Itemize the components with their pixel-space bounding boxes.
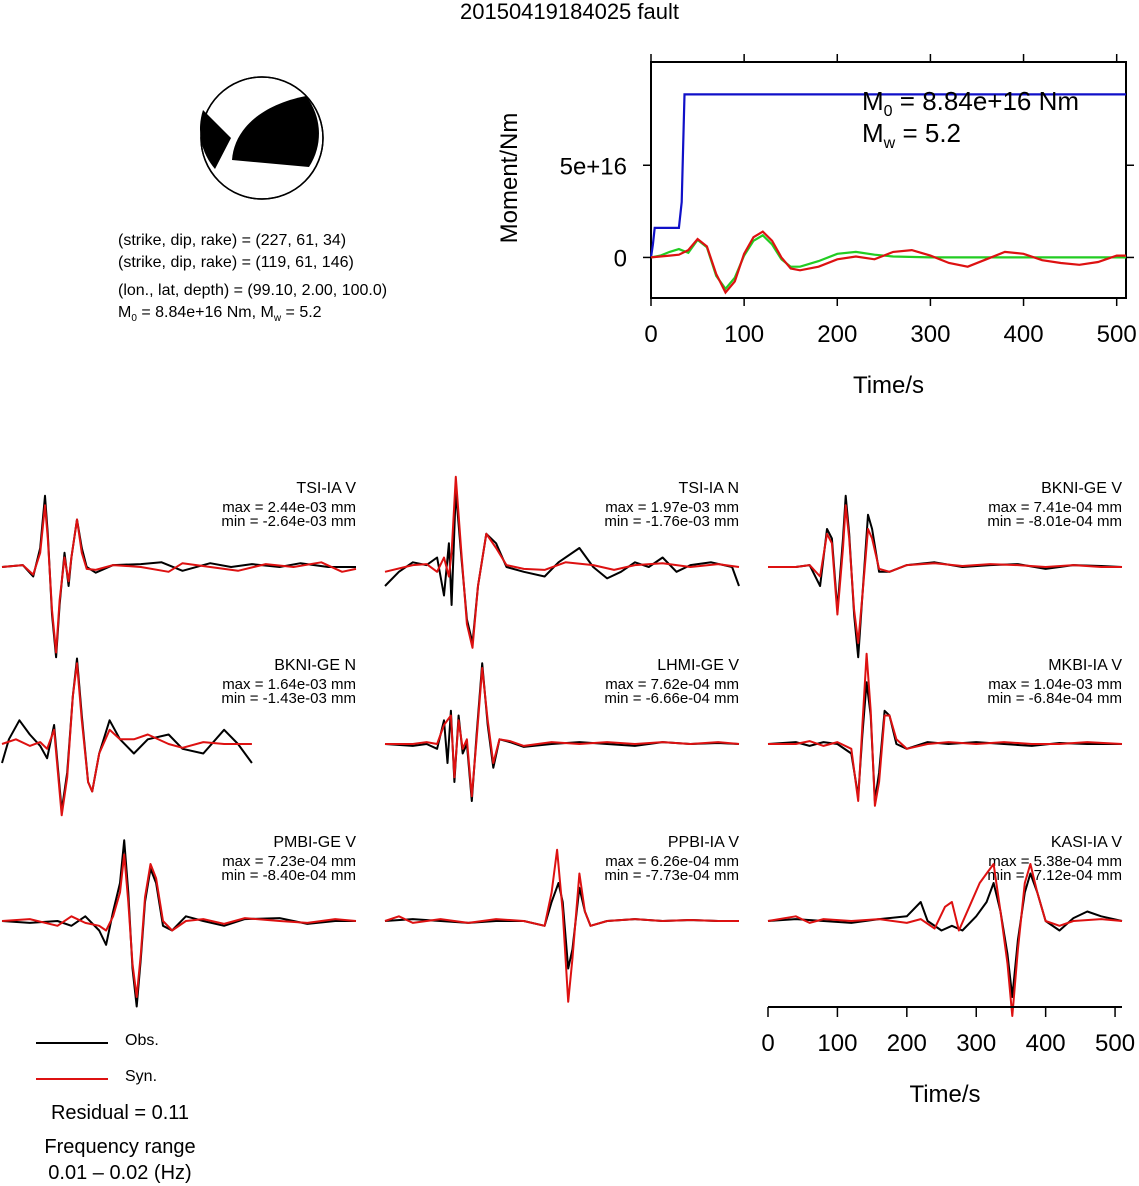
synthetic-trace [384,475,740,649]
station-max: max = 7.23e-04 mm [222,853,356,870]
synthetic-trace [385,667,740,798]
station-max: max = 2.44e-03 mm [222,499,356,516]
x-tick-label: 300 [910,321,950,348]
x-axis-label: Time/s [853,372,924,399]
moment-plot: 0 100 200 300 400 500 0 5e+16 Time/s Moment/Nm M0 … [496,54,1137,399]
station-name: KASI-IA V [1051,834,1122,851]
synthetic-trace [767,863,1123,1017]
x-tick-label: 200 [817,321,857,348]
moment-series-green [650,233,1126,291]
nodal-plane-2: (strike, dip, rake) = (119, 61, 146) [118,254,354,271]
moment-plot-frame [650,61,1127,299]
observed-trace [384,662,740,802]
frequency-title: Frequency range [44,1136,196,1158]
moment-annotation: M0 = 8.84e+16 Nm [862,86,1079,120]
station-min: min = -1.76e-03 mm [604,513,739,530]
observed-trace [384,490,740,644]
station-name: BKNI-GE N [274,657,356,674]
station-name: MKBI-IA V [1048,657,1122,674]
moment-series-red [650,230,1126,295]
station-max: max = 6.26e-04 mm [605,853,739,870]
station-name: BKNI-GE V [1041,480,1122,497]
station-name: PMBI-GE V [273,834,356,851]
x-tick-label: 400 [1004,321,1044,348]
station-min: min = -1.43e-03 mm [221,690,356,707]
fit-info: Residual = 0.11 Frequency range 0.01 – 0… [0,1100,240,1186]
station-max: max = 5.38e-04 mm [988,853,1122,870]
syn-label: Syn. [125,1068,158,1085]
time-tick-label: 400 [1026,1030,1066,1057]
station-name: LHMI-GE V [657,657,739,674]
magnitude-annotation: Mw = 5.2 [862,118,961,152]
x-tick-label: 100 [724,321,764,348]
moment-series-blue [649,93,1126,258]
station-max: max = 1.04e-03 mm [988,676,1122,693]
synthetic-trace [768,504,1122,644]
y-tick-label: 0 [614,245,627,272]
station-name: TSI-IA V [296,480,356,497]
time-tick-label: 100 [817,1030,857,1057]
station-min: min = -7.12e-04 mm [987,867,1122,884]
y-tick-label: 5e+16 [560,153,627,180]
station-max: max = 1.97e-03 mm [605,499,739,516]
y-axis-label: Moment/Nm [496,113,523,244]
syn-line-icon [36,1078,108,1080]
beachball-icon [199,76,324,200]
obs-label: Obs. [125,1032,159,1049]
station-max: max = 1.64e-03 mm [222,676,356,693]
x-tick-label: 500 [1097,321,1137,348]
synthetic-trace [384,848,739,1003]
station-max: max = 7.41e-04 mm [988,499,1122,516]
time-tick-label: 300 [956,1030,996,1057]
synthetic-trace [1,504,357,654]
station-min: min = -2.64e-03 mm [221,513,356,530]
obs-line-icon [36,1042,108,1044]
nodal-plane-1: (strike, dip, rake) = (227, 61, 34) [118,232,347,249]
observed-trace [767,872,1123,998]
station-max: max = 7.62e-04 mm [605,676,739,693]
station-min: min = -8.01e-04 mm [987,513,1122,530]
synthetic-trace [1,662,252,817]
figure-title: 20150419184025 fault [460,0,679,24]
station-min: min = -8.40e-04 mm [221,867,356,884]
frequency-range: 0.01 – 0.02 (Hz) [48,1162,192,1184]
observed-trace [1,657,253,812]
mechanism-parameters: (strike, dip, rake) = (227, 61, 34) (str… [118,230,387,330]
x-tick-label: 0 [644,321,657,348]
synthetic-trace [768,652,1123,807]
synthetic-trace [1,853,357,998]
time-tick-label: 200 [887,1030,927,1057]
moment-magnitude: M0 = 8.84e+16 Nm, Mw = 5.2 [118,304,322,325]
residual-value: Residual = 0.11 [50,1102,190,1124]
station-name: PPBI-IA V [668,834,739,851]
hypocenter: (lon., lat, depth) = (99.10, 2.00, 100.0… [118,282,388,299]
time-tick-label: 0 [761,1030,774,1057]
station-min: min = -6.84e-04 mm [987,690,1122,707]
station-name: TSI-IA N [679,480,739,497]
time-tick-label: 500 [1095,1030,1135,1057]
time-axis-label: Time/s [909,1081,980,1108]
station-min: min = -6.66e-04 mm [604,690,739,707]
station-min: min = -7.73e-04 mm [604,867,739,884]
